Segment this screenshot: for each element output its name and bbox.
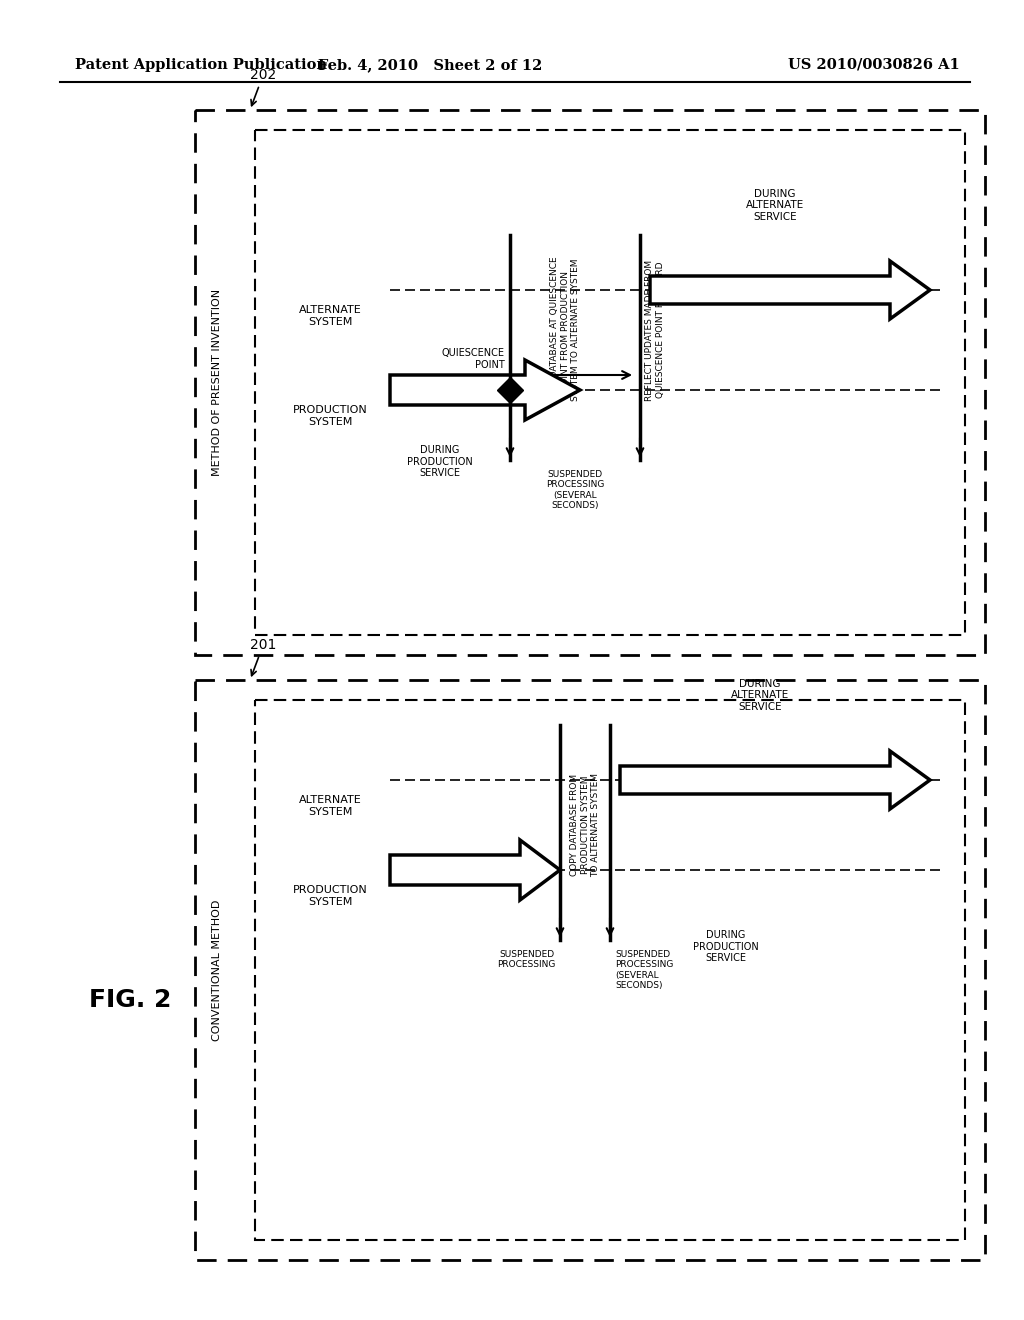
Bar (195, 110, 985, 655)
Text: METHOD OF PRESENT INVENTION: METHOD OF PRESENT INVENTION (212, 289, 222, 477)
Text: 201: 201 (250, 638, 276, 676)
Polygon shape (650, 261, 930, 319)
Polygon shape (390, 360, 580, 420)
Text: COPY DATABASE AT QUIESCENCE
POINT FROM PRODUCTION
SYSTEM TO ALTERNATE SYSTEM: COPY DATABASE AT QUIESCENCE POINT FROM P… (550, 256, 580, 404)
Polygon shape (620, 751, 930, 809)
Text: PRODUCTION
SYSTEM: PRODUCTION SYSTEM (293, 405, 368, 426)
Bar (255, 700, 965, 1239)
Text: DURING
ALTERNATE
SERVICE: DURING ALTERNATE SERVICE (745, 189, 804, 222)
Text: DURING
PRODUCTION
SERVICE: DURING PRODUCTION SERVICE (408, 445, 473, 478)
Text: SUSPENDED
PROCESSING
(SEVERAL
SECONDS): SUSPENDED PROCESSING (SEVERAL SECONDS) (615, 950, 674, 990)
Text: SUSPENDED
PROCESSING: SUSPENDED PROCESSING (497, 950, 555, 969)
Text: Patent Application Publication: Patent Application Publication (75, 58, 327, 73)
Text: REFLECT UPDATES MADE FROM
QUIESCENCE POINT FORWARD: REFLECT UPDATES MADE FROM QUIESCENCE POI… (645, 260, 665, 400)
Text: QUIESCENCE
POINT: QUIESCENCE POINT (442, 348, 505, 370)
Text: CONVENTIONAL METHOD: CONVENTIONAL METHOD (212, 899, 222, 1040)
Text: COPY DATABASE FROM
PRODUCTION SYSTEM
TO ALTERNATE SYSTEM: COPY DATABASE FROM PRODUCTION SYSTEM TO … (570, 774, 600, 876)
Text: SUSPENDED
PROCESSING
(SEVERAL
SECONDS): SUSPENDED PROCESSING (SEVERAL SECONDS) (546, 470, 604, 511)
Text: 202: 202 (250, 69, 276, 106)
Bar (195, 680, 985, 1261)
Text: Feb. 4, 2010   Sheet 2 of 12: Feb. 4, 2010 Sheet 2 of 12 (317, 58, 542, 73)
Text: ALTERNATE
SYSTEM: ALTERNATE SYSTEM (299, 795, 361, 817)
Text: ALTERNATE
SYSTEM: ALTERNATE SYSTEM (299, 305, 361, 326)
Text: US 2010/0030826 A1: US 2010/0030826 A1 (788, 58, 961, 73)
Text: PRODUCTION
SYSTEM: PRODUCTION SYSTEM (293, 884, 368, 907)
Bar (255, 129, 965, 635)
Text: DURING
PRODUCTION
SERVICE: DURING PRODUCTION SERVICE (693, 931, 759, 964)
Text: DURING
ALTERNATE
SERVICE: DURING ALTERNATE SERVICE (731, 678, 790, 711)
Polygon shape (390, 840, 560, 900)
Text: FIG. 2: FIG. 2 (89, 987, 171, 1012)
